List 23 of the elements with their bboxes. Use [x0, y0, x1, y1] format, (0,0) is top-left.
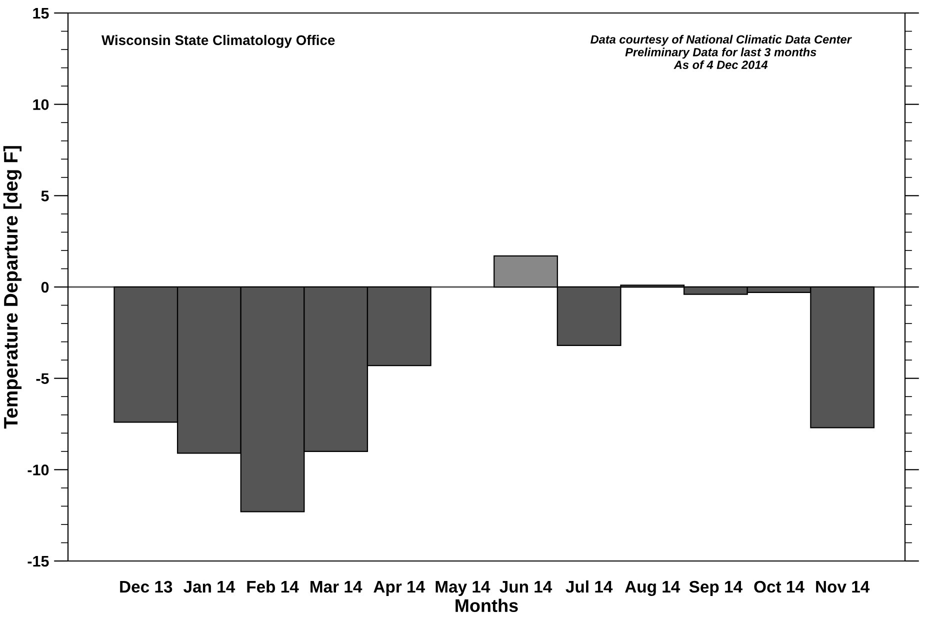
y-tick-label: -15 [28, 556, 49, 567]
y-tick-label: -5 [36, 373, 49, 384]
x-tick-label: May 14 [436, 581, 490, 596]
annotation: Data courtesy of National Climatic Data Center Preliminary Data for last 3 months As of 4 Dec 2014 [590, 34, 852, 70]
x-tick-label: Sep 14 [689, 580, 742, 596]
y-tick-label: 0 [41, 282, 49, 293]
x-tick-label: Dec 13 [120, 580, 172, 593]
x-tick-label: Jan 14 [184, 581, 236, 593]
y-axis-title: Temperature Departure [deg F] [3, 146, 22, 429]
x-tick-label: Jun 14 [500, 581, 552, 593]
y-tick-label: 10 [33, 99, 49, 110]
annotation: Wisconsin State Climatology Office [101, 34, 335, 48]
x-tick-label: Feb 14 [247, 580, 299, 593]
x-tick-label: Aug 14 [625, 580, 680, 596]
x-tick-label: Nov 14 [816, 581, 870, 593]
x-tick-label: Jul 14 [566, 580, 613, 593]
x-tick-label: Mar 14 [310, 581, 362, 593]
x-axis-title: Months [456, 598, 518, 612]
y-tick-label: 15 [33, 8, 49, 19]
y-tick-label: 5 [41, 190, 49, 202]
y-tick-label: -10 [28, 464, 49, 476]
x-tick-label: Oct 14 [754, 580, 804, 593]
x-tick-label: Apr 14 [374, 581, 425, 596]
